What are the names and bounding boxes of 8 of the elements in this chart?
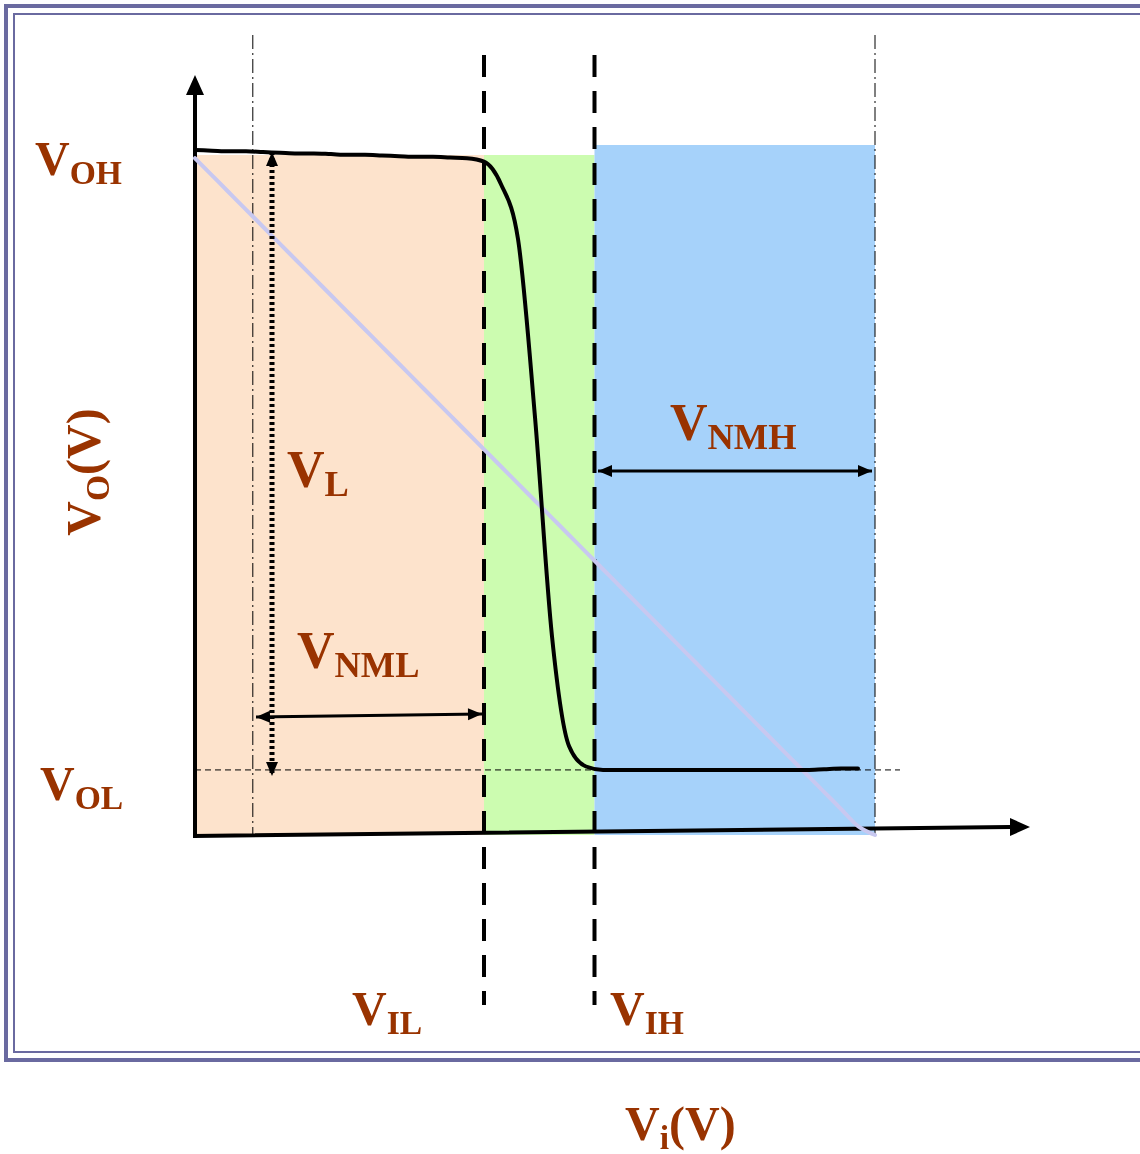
annotation: V$_{NMH}$	[670, 394, 797, 457]
text: V$_{IL}$	[352, 982, 423, 1041]
annotation: V$_{NML}$	[297, 622, 420, 685]
text: V$_{OH}$	[35, 132, 122, 191]
ref-line-label: V$_{OL}$	[40, 757, 124, 816]
text: V$_{i}$(V)	[625, 1097, 736, 1154]
annotation: V$_{L}$	[287, 441, 349, 504]
text: V$_{IH}$	[610, 982, 684, 1041]
